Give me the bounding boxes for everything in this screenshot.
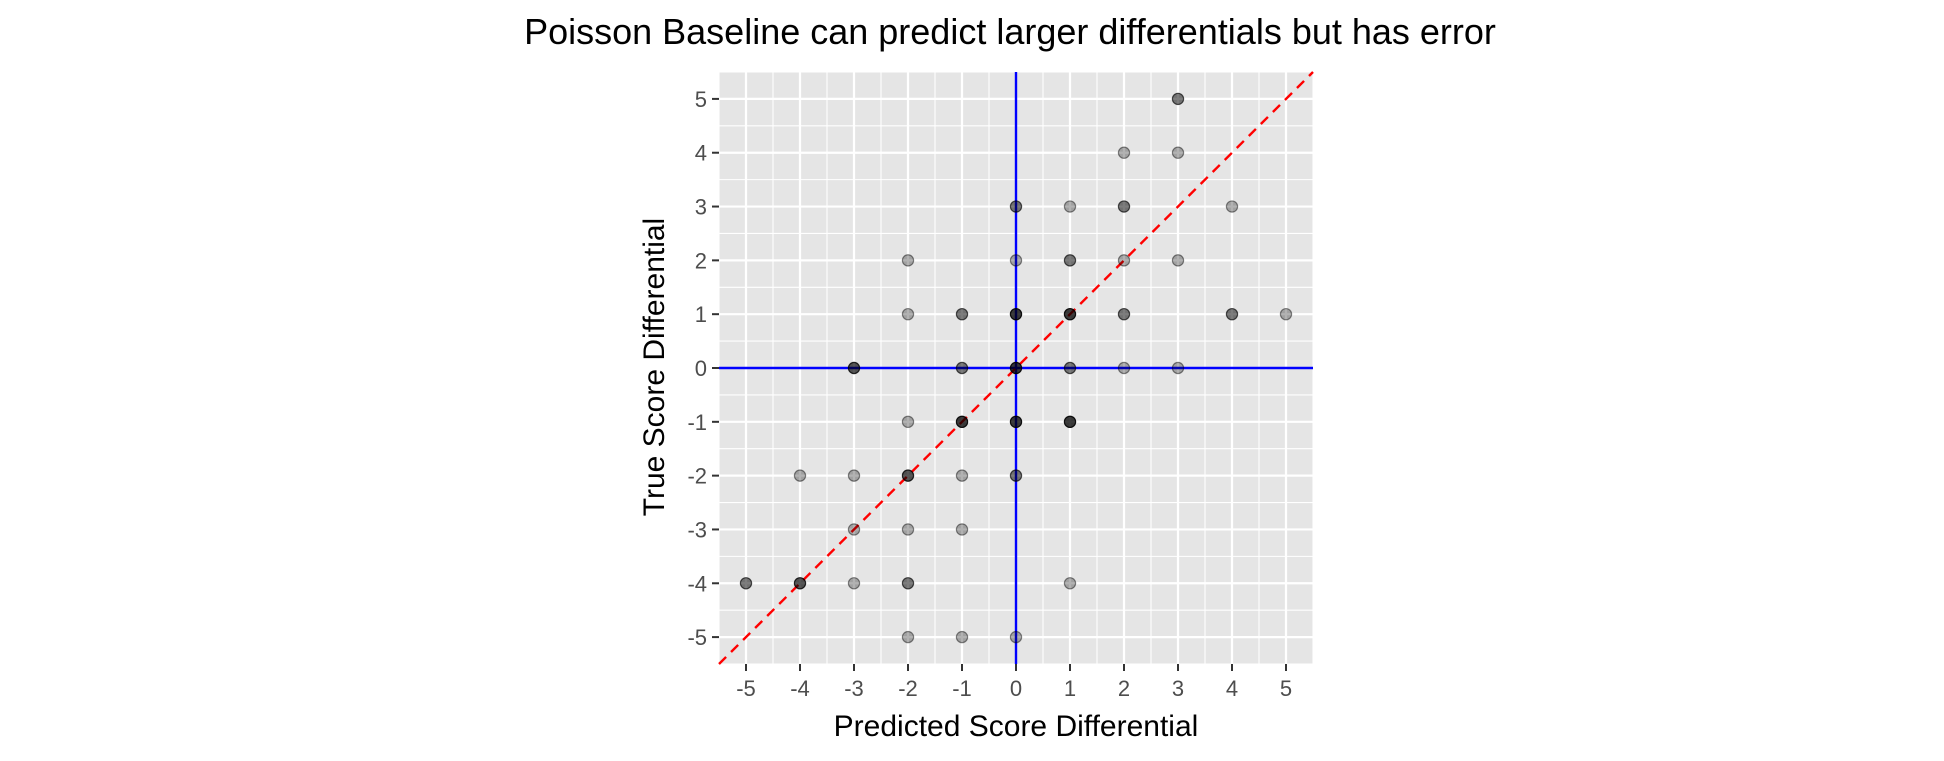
x-tick-label: -4	[790, 676, 810, 701]
y-axis: -5 -4 -3 -2 -1 0 1 2 3 4 5	[687, 87, 719, 650]
data-point	[1117, 307, 1131, 321]
x-tick-label: 2	[1118, 676, 1130, 701]
x-tick-label: -2	[898, 676, 918, 701]
data-point	[955, 415, 969, 429]
data-point	[1009, 630, 1023, 644]
data-point	[1117, 361, 1131, 375]
data-point	[901, 469, 915, 482]
y-tick-label: 1	[695, 302, 707, 327]
data-point	[847, 523, 861, 536]
y-axis-title: True Score Differential	[638, 218, 671, 516]
y-tick-label: -3	[687, 517, 707, 542]
data-point	[847, 577, 861, 590]
y-tick-label: -2	[687, 464, 707, 489]
data-point	[1117, 200, 1131, 213]
data-point	[955, 361, 969, 375]
identity-line	[718, 71, 1314, 665]
data-point	[1009, 415, 1023, 429]
x-tick-label: 4	[1226, 676, 1238, 701]
data-point	[1117, 146, 1131, 159]
data-points	[739, 92, 1293, 644]
data-point	[955, 307, 969, 321]
data-point	[1171, 361, 1185, 375]
data-point	[901, 630, 915, 644]
x-tick-label: 3	[1172, 676, 1184, 701]
data-point	[1225, 307, 1239, 321]
x-tick-label: 1	[1064, 676, 1076, 701]
x-axis: -5 -4 -3 -2 -1 0 1 2 3 4 5	[736, 664, 1292, 701]
data-point	[1171, 92, 1185, 106]
data-point	[1009, 254, 1023, 267]
data-point	[1009, 361, 1023, 375]
y-tick-label: 4	[695, 141, 707, 166]
data-point	[901, 523, 915, 536]
y-tick-label: 3	[695, 195, 707, 220]
y-tick-label: 2	[695, 248, 707, 273]
x-tick-label: 5	[1280, 676, 1292, 701]
y-tick-label: 0	[695, 356, 707, 381]
y-tick-label: -4	[687, 571, 707, 596]
data-point	[847, 361, 861, 375]
data-point	[1063, 361, 1077, 375]
data-point	[901, 577, 915, 590]
data-point	[1171, 254, 1185, 267]
data-point	[901, 307, 915, 321]
data-point	[1225, 200, 1239, 213]
data-point	[1279, 307, 1293, 321]
data-point	[793, 469, 807, 482]
x-tick-label: -5	[736, 676, 756, 701]
data-point	[1063, 577, 1077, 590]
data-point	[1063, 200, 1077, 213]
data-point	[1063, 254, 1077, 267]
data-point	[1063, 415, 1077, 429]
x-tick-label: -1	[952, 676, 972, 701]
data-point	[1009, 307, 1023, 321]
x-tick-label: 0	[1010, 676, 1022, 701]
data-point	[901, 254, 915, 267]
data-point	[793, 577, 807, 590]
data-point	[901, 415, 915, 429]
data-point	[955, 630, 969, 644]
data-point	[955, 523, 969, 536]
data-point	[1009, 469, 1023, 482]
data-point	[955, 469, 969, 482]
data-point	[1171, 146, 1185, 159]
y-tick-label: -1	[687, 410, 707, 435]
x-tick-label: -3	[844, 676, 864, 701]
data-point	[739, 577, 753, 590]
data-point	[1009, 200, 1023, 213]
x-axis-title: Predicted Score Differential	[834, 710, 1199, 743]
y-tick-label: 5	[695, 87, 707, 112]
y-tick-label: -5	[687, 625, 707, 650]
data-point	[1117, 254, 1131, 267]
data-point	[1063, 307, 1077, 321]
data-point	[847, 469, 861, 482]
chart-title: Poisson Baseline can predict larger diff…	[524, 11, 1496, 52]
